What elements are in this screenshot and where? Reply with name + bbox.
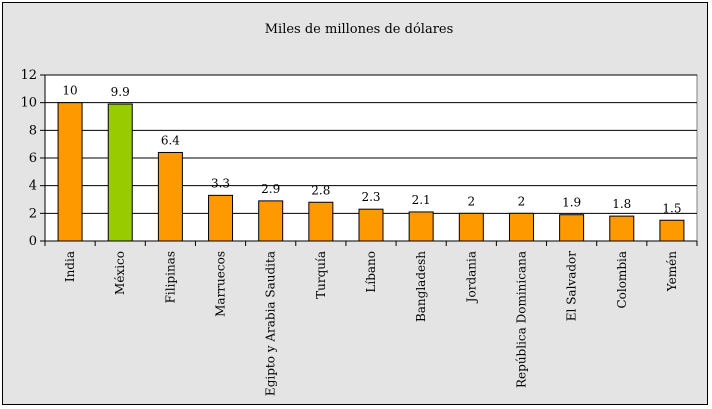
x-category-label: México: [113, 251, 127, 295]
x-category-label: Filipinas: [163, 251, 177, 303]
y-tick-label: 8: [29, 123, 37, 138]
chart-title: Miles de millones de dólares: [265, 22, 454, 37]
data-label: 1.8: [612, 197, 631, 211]
y-tick-label: 2: [29, 206, 37, 221]
x-category-label: Marruecos: [214, 251, 228, 317]
x-category-label: Colombia: [615, 251, 629, 309]
data-label: 2.3: [361, 190, 380, 204]
gridlines: [45, 74, 697, 214]
y-tick-label: 4: [29, 179, 37, 194]
x-axis-categories: India México Filipinas Marruecos Egipto y Ar…: [63, 251, 679, 396]
bar-1: [107, 103, 133, 242]
data-label: 2.9: [261, 182, 280, 196]
bar-4: [258, 200, 284, 242]
y-axis-ticks: 0 2 4 6 8 10 12: [20, 68, 45, 249]
y-tick-label: 10: [20, 96, 37, 111]
bar-9: [508, 212, 534, 242]
data-label: 3.3: [211, 176, 230, 190]
x-category-label: Bangladesh: [414, 251, 428, 322]
bar-6: [358, 208, 384, 242]
bar-0: [57, 102, 83, 242]
bar-3: [208, 194, 234, 242]
bar-8: [458, 212, 484, 242]
data-labels: 10 9.9 6.4 3.3 2.9 2.8 2.3 2.1 2 2 1.9 1.8 1.5: [62, 84, 681, 216]
data-label: 6.4: [161, 133, 180, 147]
bar-11: [609, 215, 635, 242]
x-category-label: El Salvador: [565, 251, 579, 321]
bars: [57, 102, 685, 242]
data-label: 2.8: [311, 183, 330, 197]
bar-2: [157, 151, 183, 242]
data-label: 2: [467, 194, 475, 208]
y-tick-label: 6: [29, 151, 37, 166]
data-label: 2: [518, 194, 526, 208]
x-category-label: Jordania: [464, 251, 478, 304]
chart-frame: Miles de millones de dólares 0 2 4 6 8 10 12 1…: [2, 2, 708, 405]
x-category-label: Líbano: [364, 251, 378, 293]
bar-12: [659, 219, 685, 242]
y-tick-label: 12: [20, 68, 37, 83]
data-label: 10: [62, 84, 77, 98]
data-label: 1.5: [662, 201, 681, 215]
y-tick-label: 0: [29, 234, 37, 249]
x-category-label: República Dominicana: [514, 251, 528, 388]
x-category-label: India: [63, 251, 77, 282]
bar-7: [408, 211, 434, 242]
bar-chart: Miles de millones de dólares 0 2 4 6 8 10 12 1…: [20, 22, 698, 396]
x-category-label: Yemén: [665, 251, 679, 292]
data-label: 1.9: [562, 196, 581, 210]
x-category-label: Egipto y Arabia Saudita: [264, 251, 278, 396]
data-label: 2.1: [412, 193, 431, 207]
data-label: 9.9: [111, 85, 130, 99]
x-category-label: Turquía: [314, 251, 328, 299]
bar-5: [308, 201, 334, 242]
bar-10: [559, 214, 585, 242]
